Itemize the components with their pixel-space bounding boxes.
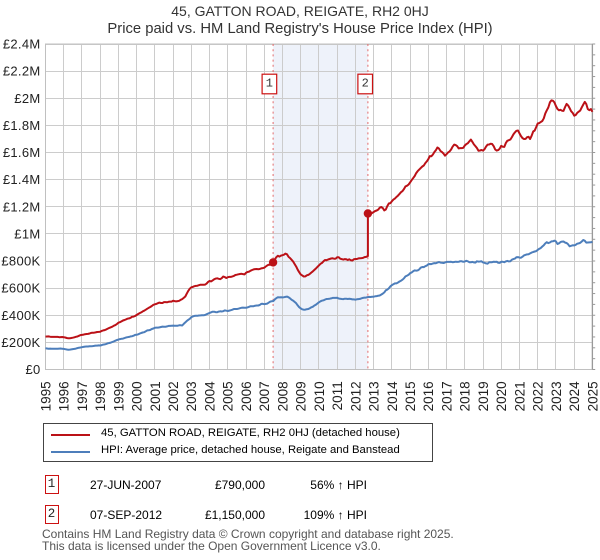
svg-text:2016: 2016: [421, 381, 436, 411]
svg-text:£600K: £600K: [1, 281, 40, 296]
svg-text:2010: 2010: [312, 381, 327, 411]
svg-text:1999: 1999: [111, 381, 126, 411]
svg-text:£1.6M: £1.6M: [3, 145, 41, 160]
svg-text:£2M: £2M: [14, 91, 40, 106]
svg-text:2015: 2015: [403, 381, 418, 411]
svg-text:1995: 1995: [38, 381, 53, 411]
svg-text:2018: 2018: [458, 381, 473, 411]
svg-text:2022: 2022: [531, 381, 546, 411]
svg-text:2019: 2019: [476, 381, 491, 411]
svg-text:2002: 2002: [166, 381, 181, 411]
svg-text:2008: 2008: [275, 381, 290, 411]
svg-text:£1.2M: £1.2M: [3, 199, 41, 214]
svg-text:2005: 2005: [221, 381, 236, 411]
svg-text:2011: 2011: [330, 381, 345, 410]
svg-text:£2.4M: £2.4M: [3, 37, 41, 52]
svg-text:2025: 2025: [585, 381, 600, 411]
svg-text:2003: 2003: [184, 381, 199, 411]
svg-text:2006: 2006: [239, 381, 254, 411]
svg-text:2012: 2012: [348, 381, 363, 411]
svg-text:2: 2: [362, 77, 369, 91]
svg-text:£2.2M: £2.2M: [3, 64, 41, 79]
svg-text:2024: 2024: [567, 381, 582, 412]
svg-text:£0: £0: [25, 362, 40, 377]
svg-text:2007: 2007: [257, 381, 272, 411]
svg-text:1998: 1998: [93, 381, 108, 411]
svg-text:£400K: £400K: [1, 308, 40, 323]
svg-text:1996: 1996: [57, 381, 72, 411]
svg-text:1997: 1997: [75, 381, 90, 411]
svg-text:2023: 2023: [549, 381, 564, 411]
svg-text:2020: 2020: [494, 381, 509, 411]
svg-text:£1M: £1M: [14, 227, 40, 242]
svg-text:2017: 2017: [440, 381, 455, 411]
svg-text:2004: 2004: [203, 381, 218, 412]
svg-text:2021: 2021: [512, 381, 527, 411]
svg-text:2009: 2009: [294, 381, 309, 411]
svg-text:£200K: £200K: [1, 335, 40, 350]
svg-text:2000: 2000: [130, 381, 145, 411]
svg-text:£1.4M: £1.4M: [3, 172, 41, 187]
svg-text:2001: 2001: [148, 381, 163, 411]
svg-text:1: 1: [266, 77, 273, 91]
svg-text:2013: 2013: [367, 381, 382, 411]
svg-text:£1.8M: £1.8M: [3, 118, 41, 133]
svg-text:2014: 2014: [385, 381, 400, 412]
svg-text:£800K: £800K: [1, 254, 40, 269]
